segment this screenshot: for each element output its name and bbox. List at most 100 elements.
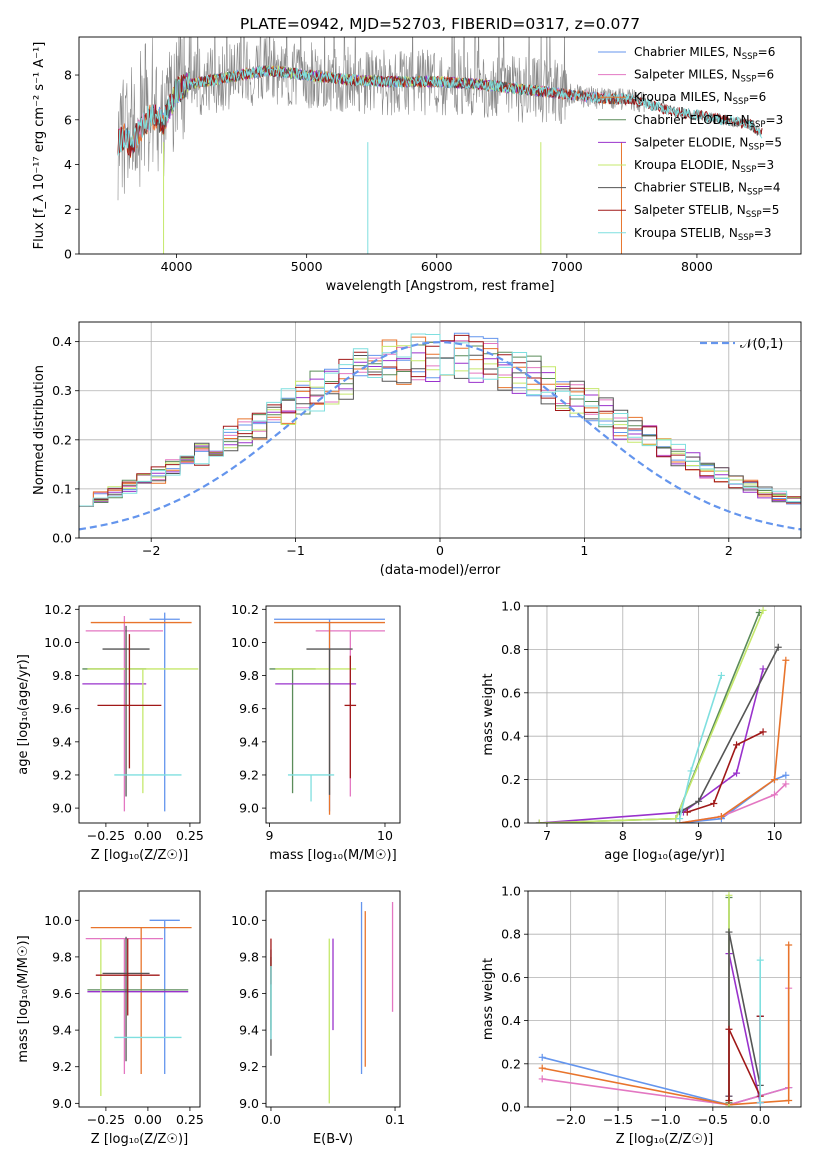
y-tick-label: 0.8 — [501, 927, 521, 942]
weight-line — [539, 609, 764, 823]
y-tick-label: 6 — [64, 112, 72, 127]
y-tick-label: 0.0 — [52, 531, 72, 546]
x-tick-label: 0.0 — [750, 1112, 770, 1127]
weight-point — [782, 780, 790, 788]
x-axis-label: E(B-V) — [313, 1132, 353, 1147]
x-tick-label: 10 — [767, 828, 783, 843]
y-tick-label: 10.2 — [44, 602, 72, 617]
weight-point — [538, 1064, 546, 1072]
weight-point — [756, 1099, 764, 1107]
panel-mass-vs-Z: −0.25 0.00 0.25 9.0 9.2 9.4 9.6 9.8 10.0 Z [log₁₀… — [16, 890, 204, 1147]
y-tick-label: 9.8 — [52, 668, 72, 683]
weight-line — [539, 612, 761, 823]
y-tick-label: 0 — [64, 247, 72, 262]
legend-entry: 𝒩(0,1) — [740, 337, 783, 352]
axes-frame — [265, 890, 401, 1108]
y-tick-label: 1.0 — [501, 884, 521, 899]
y-axis-label: mass weight — [481, 673, 496, 755]
x-tick-label: 0.00 — [134, 1112, 162, 1127]
y-tick-label: 10.0 — [44, 635, 72, 650]
y-tick-label: 9.0 — [239, 801, 259, 816]
y-tick-label: 9.0 — [52, 1096, 72, 1111]
legend-entry: Salpeter MILES, NSSP=6 — [634, 68, 774, 85]
y-tick-label: 9.4 — [239, 1023, 259, 1038]
y-tick-label: 9.6 — [239, 986, 259, 1001]
x-axis-label: wavelength [Angstrom, rest frame] — [326, 279, 555, 294]
x-tick-label: −0.5 — [698, 1112, 728, 1127]
errorbar-kroupa-elodie — [87, 668, 199, 794]
y-tick-label: 9.6 — [239, 701, 259, 716]
weight-line — [728, 931, 761, 1097]
y-axis-label: mass [log₁₀(M/M☉)] — [16, 935, 31, 1062]
y-axis-label: mass weight — [481, 958, 496, 1040]
y-tick-label: 9.6 — [52, 986, 72, 1001]
x-tick-label: 0.25 — [176, 1112, 204, 1127]
y-tick-label: 9.0 — [52, 801, 72, 816]
errorbar-kroupa-stelib — [287, 774, 335, 802]
weight-point — [725, 891, 733, 899]
errorbar-salpeter-stelib — [95, 938, 160, 1016]
x-tick-label: 4000 — [161, 259, 193, 274]
weight-point — [725, 1103, 733, 1107]
legend-entry: Salpeter ELODIE, NSSP=5 — [634, 135, 782, 152]
weight-line — [728, 953, 761, 1103]
weight-point — [770, 776, 778, 784]
axes-frame — [78, 890, 201, 1108]
x-tick-label: 0 — [436, 543, 444, 558]
weight-point — [717, 671, 725, 679]
x-axis-label: Z [log₁₀(Z/Z☉)] — [616, 1132, 713, 1147]
weight-point — [759, 665, 767, 673]
y-tick-label: 9.6 — [52, 701, 72, 716]
y-tick-label: 0.6 — [501, 685, 521, 700]
axes-frame — [78, 36, 802, 255]
x-axis-label: mass [log₁₀(M/M☉)] — [269, 848, 396, 863]
y-tick-label: 0.1 — [52, 481, 72, 496]
x-tick-label: 2 — [725, 543, 733, 558]
plot-area-age-vs-mass — [269, 618, 385, 815]
x-axis-label: Z [log₁₀(Z/Z☉)] — [91, 1132, 188, 1147]
y-tick-label: 9.2 — [239, 767, 259, 782]
panel-age-vs-mass: 9 10 9.0 9.2 9.4 9.6 9.8 10.0 10.2 mass [log₁₀(M/… — [231, 602, 401, 863]
axes-frame — [78, 605, 201, 824]
y-tick-label: 0.6 — [501, 970, 521, 985]
y-tick-label: 0.2 — [52, 432, 72, 447]
x-tick-label: −0.25 — [87, 828, 125, 843]
weight-series-salpeter-elodie — [535, 665, 767, 823]
weight-series-salpeter-miles — [676, 780, 790, 823]
y-tick-label: 2 — [64, 202, 72, 217]
y-tick-label: 9.2 — [52, 1059, 72, 1074]
y-tick-label: 0.3 — [52, 383, 72, 398]
x-tick-label: −1.0 — [650, 1112, 680, 1127]
errorbar-salpeter-miles — [85, 615, 164, 812]
plot-area-spectrum — [117, 37, 763, 254]
x-tick-label: 8 — [619, 828, 627, 843]
axes-frame — [78, 321, 802, 539]
y-tick-label: 0.0 — [501, 816, 521, 831]
legend-entry: Kroupa STELIB, NSSP=3 — [634, 226, 772, 243]
legend-entry: Kroupa MILES, NSSP=6 — [634, 90, 766, 107]
weight-point — [782, 771, 790, 779]
weight-point — [725, 1097, 733, 1105]
x-tick-label: 7 — [543, 828, 551, 843]
weight-series-salpeter-elodie — [725, 950, 764, 1107]
x-tick-label: 6000 — [421, 259, 453, 274]
y-axis-label: Normed distribution — [32, 365, 47, 495]
y-tick-label: 9.4 — [52, 734, 72, 749]
y-axis-label: age [log₁₀(age/yr)] — [16, 654, 31, 775]
errorbar-chabrier-stelib — [102, 625, 150, 797]
weight-point — [759, 606, 767, 614]
weight-point — [717, 812, 725, 820]
legend-entry: Chabrier MILES, NSSP=6 — [634, 45, 775, 62]
x-tick-label: 5000 — [291, 259, 323, 274]
x-axis-label: age [log₁₀(age/yr)] — [604, 848, 725, 863]
normal-reference-curve — [79, 341, 801, 531]
x-tick-label: 9 — [695, 828, 703, 843]
legend: Chabrier MILES, NSSP=6 Salpeter MILES, NS… — [598, 45, 783, 243]
y-tick-label: 0.2 — [501, 772, 521, 787]
legend-entry: Kroupa ELODIE, NSSP=3 — [634, 158, 774, 175]
weight-point — [538, 1075, 546, 1083]
y-tick-label: 0.4 — [501, 729, 521, 744]
x-axis-label: (data-model)/error — [380, 563, 501, 578]
weight-series-chabrier-stelib — [676, 643, 782, 816]
